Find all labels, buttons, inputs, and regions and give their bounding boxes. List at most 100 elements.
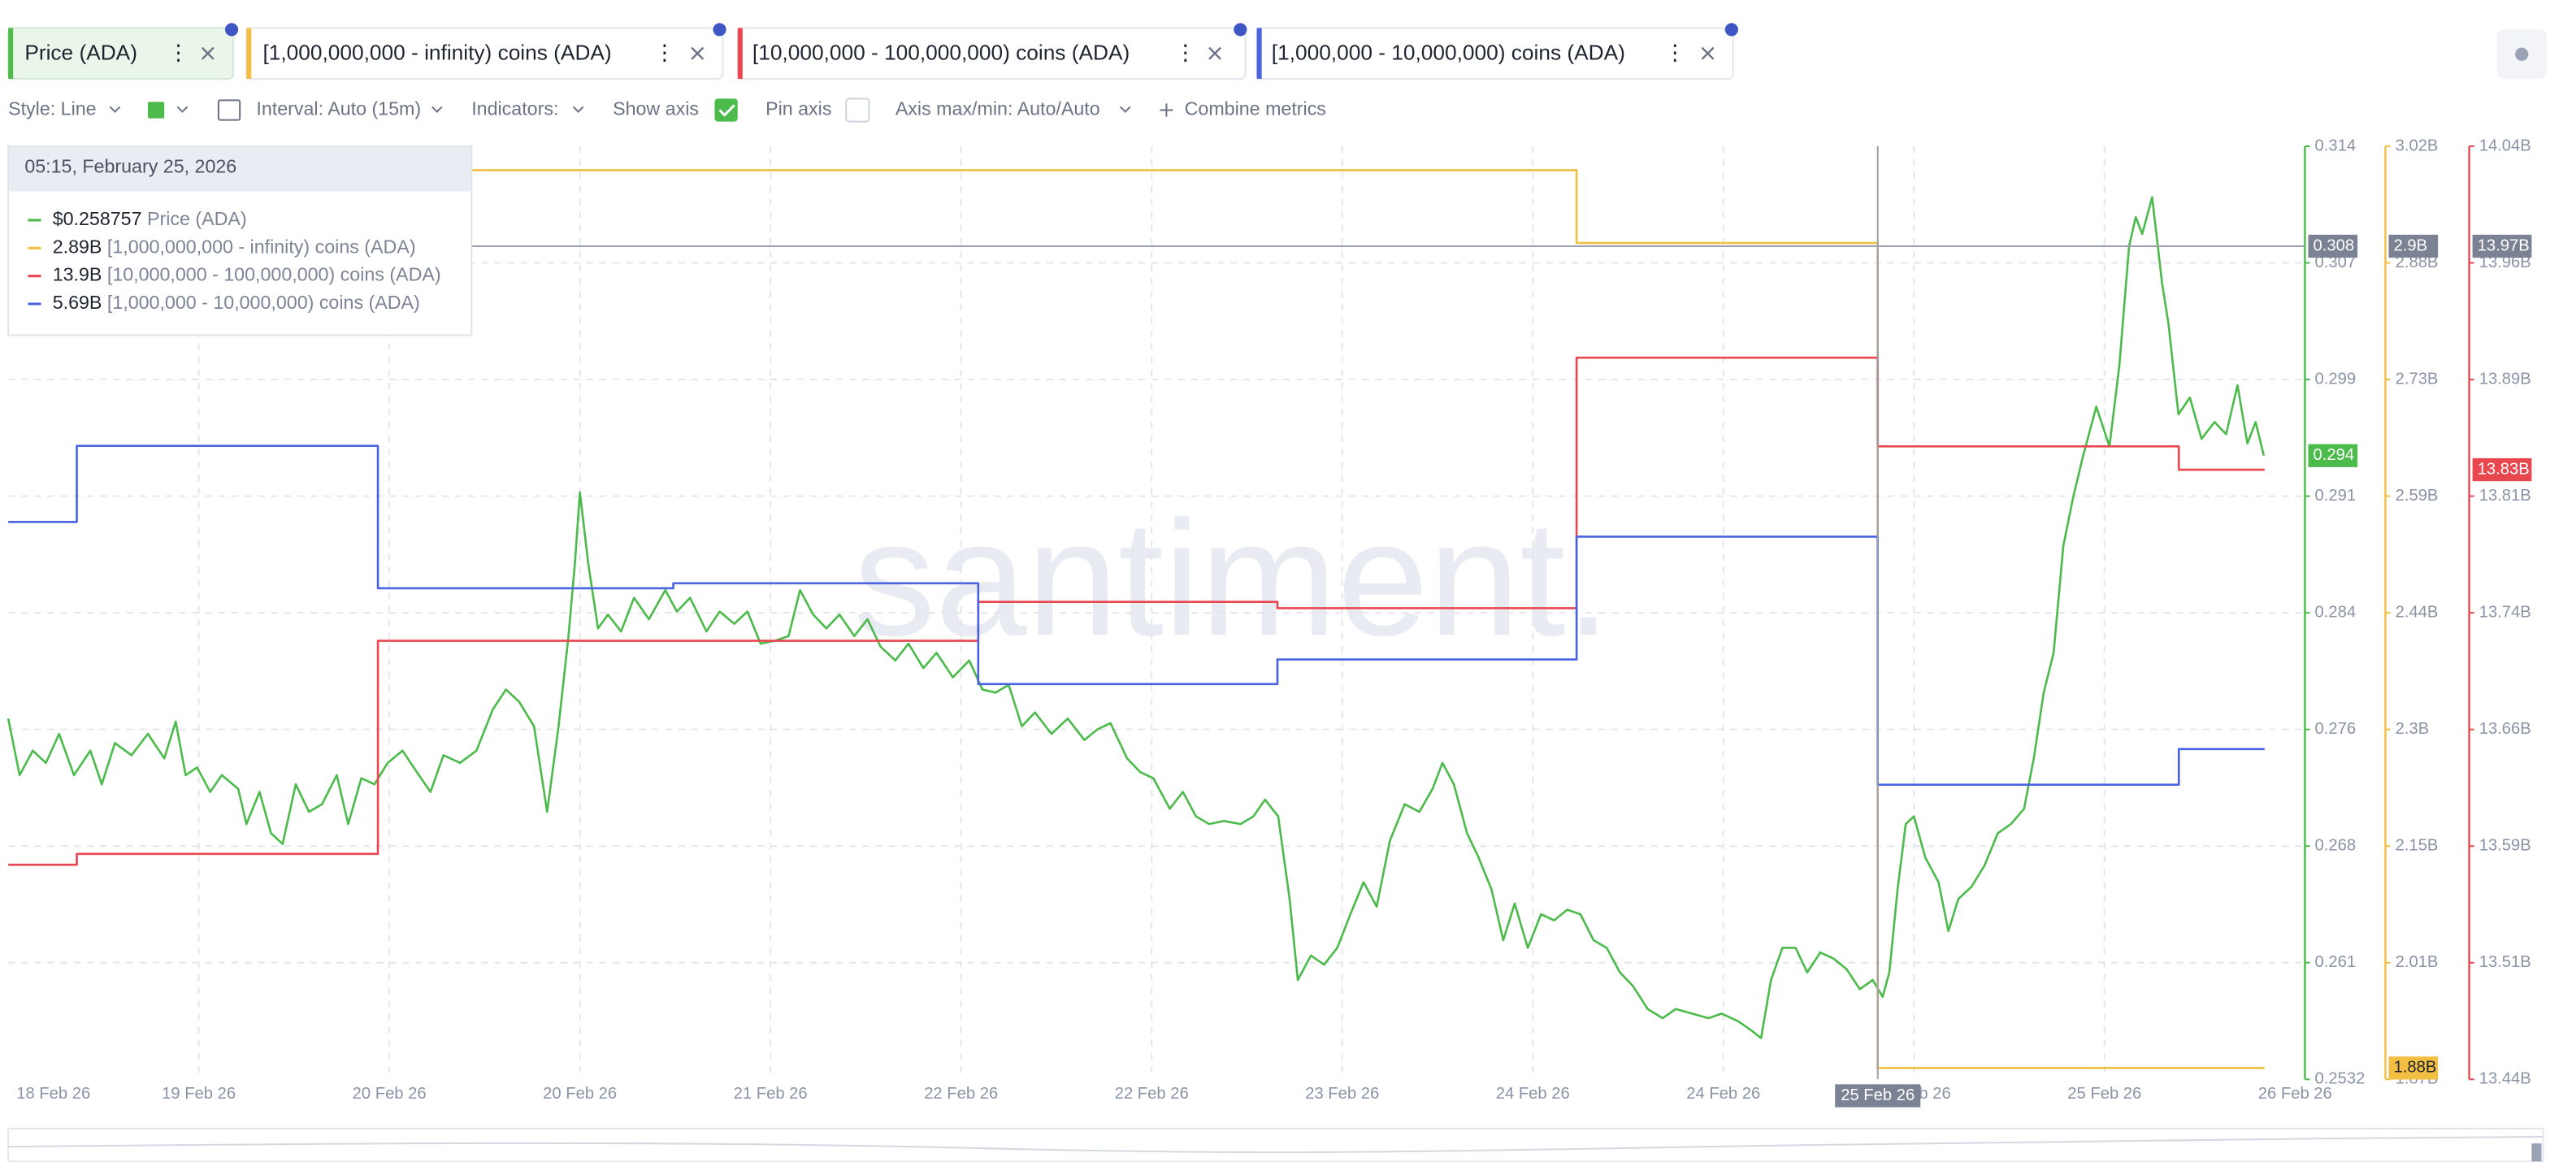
x-tick-label: 18 Feb 26 — [16, 1085, 90, 1103]
x-tick-label: 19 Feb 26 — [162, 1085, 236, 1103]
y-tick-label: 0.268 — [2315, 837, 2357, 855]
tooltip-row: 13.9B [10,000,000 - 100,000,000) coins (… — [53, 264, 441, 285]
tab-label: [10,000,000 - 100,000,000) coins (ADA) — [752, 41, 1130, 65]
tooltip-series-name: [1,000,000,000 - infinity) coins (ADA) — [107, 236, 416, 257]
calendar-icon — [217, 99, 241, 121]
combine-metrics-button[interactable]: Combine metrics — [1185, 98, 1326, 119]
x-tick-label: 24 Feb 26 — [1496, 1085, 1570, 1103]
color-picker[interactable] — [147, 102, 165, 119]
y-tick-label: 0.261 — [2315, 953, 2357, 971]
tab[interactable]: Price (ADA) ⋮ — [7, 23, 239, 80]
tab-settings-icon[interactable] — [1234, 23, 1247, 37]
series-line — [8, 169, 2265, 1069]
tab-close-icon[interactable] — [1208, 46, 1221, 60]
y-tick-label: 13.44B — [2479, 1070, 2531, 1088]
metric-tabs: Price (ADA) ⋮ [1,000,000,000 - infinity)… — [7, 23, 2547, 80]
last-value-box — [2308, 444, 2358, 467]
y-tick-label: 13.66B — [2479, 720, 2531, 738]
tooltip-series-name: [1,000,000 - 10,000,000) coins (ADA) — [107, 292, 420, 313]
x-tick-label: 20 Feb 26 — [543, 1085, 617, 1103]
navigator-handle[interactable] — [2531, 1143, 2542, 1162]
tab[interactable]: [10,000,000 - 100,000,000) coins (ADA) ⋮ — [736, 23, 1247, 80]
y-tick-label: 0.291 — [2315, 487, 2357, 505]
y-tick-label: 2.73B — [2396, 370, 2439, 388]
y-tick-label: 0.276 — [2315, 720, 2357, 738]
crosshair-y-box — [2472, 234, 2532, 258]
tab-close-icon[interactable] — [201, 46, 215, 60]
chevron — [109, 106, 121, 113]
x-tick-label: 22 Feb 26 — [1115, 1085, 1189, 1103]
last-value-box — [2472, 457, 2532, 482]
tab[interactable]: [1,000,000 - 10,000,000) coins (ADA) ⋮ — [1255, 23, 1738, 80]
y-tick-label: 0.314 — [2315, 137, 2357, 154]
y-tick-label: 2.59B — [2396, 487, 2439, 505]
y-tick-label: 2.44B — [2396, 603, 2439, 621]
tab-menu-icon[interactable]: ⋮ — [167, 41, 189, 65]
tooltip-value: 2.89B — [53, 236, 102, 257]
y-tick-label: 0.2532 — [2315, 1070, 2366, 1088]
tab-settings-icon[interactable] — [1724, 23, 1738, 37]
last-value-label: 0.294 — [2314, 446, 2355, 464]
tab-menu-icon[interactable]: ⋮ — [654, 41, 675, 65]
plus-icon — [1160, 103, 1173, 117]
tooltip-series-name: Price (ADA) — [147, 208, 247, 229]
crosshair-y-box — [2388, 234, 2439, 258]
y-tick-label: 0.284 — [2315, 603, 2357, 621]
navigator — [7, 1127, 2544, 1162]
tooltip-row: 2.89B [1,000,000,000 - infinity) coins (… — [53, 236, 416, 257]
y-tick-label: 14.04B — [2479, 137, 2531, 154]
crosshair-y-box — [2308, 234, 2358, 258]
y-tick-label: 2.15B — [2396, 837, 2439, 855]
tooltip-row: $0.258757 Price (ADA) — [53, 208, 247, 229]
tab-settings-icon[interactable] — [713, 23, 726, 37]
navigator-box — [7, 1127, 2544, 1162]
tooltip-date: 05:15, February 25, 2026 — [24, 155, 236, 176]
show-axis-label: Show axis — [613, 98, 699, 119]
crosshair-y-label: 13.97B — [2478, 236, 2530, 254]
crosshair-y-label: 0.308 — [2314, 236, 2355, 254]
chevron — [431, 106, 443, 113]
show-axis-checkbox[interactable] — [714, 98, 738, 122]
style-select[interactable]: Style: Line — [8, 98, 96, 119]
y-tick-label: 0.299 — [2315, 370, 2357, 388]
tab-color — [8, 28, 14, 80]
y-tick-label: 13.81B — [2479, 487, 2531, 505]
axis-range-select[interactable]: Axis max/min: Auto/Auto — [896, 98, 1100, 119]
last-value-box — [2388, 1056, 2439, 1080]
toolbar: Style: Line Interval: Auto (15m) Indicat… — [8, 98, 1326, 123]
record-icon — [2515, 47, 2529, 61]
tab-label: [1,000,000 - 10,000,000) coins (ADA) — [1272, 41, 1625, 65]
x-tick-label: 24 Feb 26 — [1686, 1085, 1760, 1103]
y-tick-label: 13.96B — [2479, 254, 2531, 271]
tab-color — [1256, 28, 1262, 80]
pin-axis-label: Pin axis — [765, 98, 831, 119]
indicators-select[interactable]: Indicators: — [471, 98, 558, 119]
tooltip-value: 5.69B — [53, 292, 102, 313]
y-tick-label: 13.74B — [2479, 603, 2531, 621]
tab-settings-icon[interactable] — [224, 23, 239, 37]
tab-menu-icon[interactable]: ⋮ — [1175, 41, 1196, 65]
tab-label: [1,000,000,000 - infinity) coins (ADA) — [262, 41, 611, 65]
plot-area: 18 Feb 26 19 Feb 26 20 Feb 26 20 Feb 26 21 F… — [7, 137, 2532, 1108]
chevron — [176, 106, 189, 113]
tab-close-icon[interactable] — [691, 46, 705, 60]
tab-menu-icon[interactable]: ⋮ — [1664, 41, 1685, 65]
series-line — [7, 196, 2266, 1039]
tab-label: Price (ADA) — [24, 41, 137, 65]
x-tick-label: 21 Feb 26 — [734, 1085, 808, 1103]
interval-select[interactable]: Interval: Auto (15m) — [256, 98, 421, 119]
x-tick-label: 25 Feb 26 — [2067, 1085, 2141, 1103]
tooltip: 05:15, February 25, 2026 $0.258757 Price… — [7, 145, 473, 336]
tooltip-series-name: [10,000,000 - 100,000,000) coins (ADA) — [107, 264, 441, 285]
tooltip-value: 13.9B — [53, 264, 102, 285]
watermark: santiment. — [853, 486, 1611, 670]
tab[interactable]: [1,000,000,000 - infinity) coins (ADA) ⋮ — [245, 23, 726, 80]
crosshair-y-label: 2.9B — [2394, 236, 2428, 254]
tab-close-icon[interactable] — [1701, 46, 1715, 60]
navigator-line — [8, 1136, 2543, 1153]
pin-axis-checkbox[interactable] — [845, 98, 870, 123]
tooltip-value: $0.258757 — [53, 208, 142, 229]
last-value-label: 1.88B — [2394, 1059, 2437, 1077]
